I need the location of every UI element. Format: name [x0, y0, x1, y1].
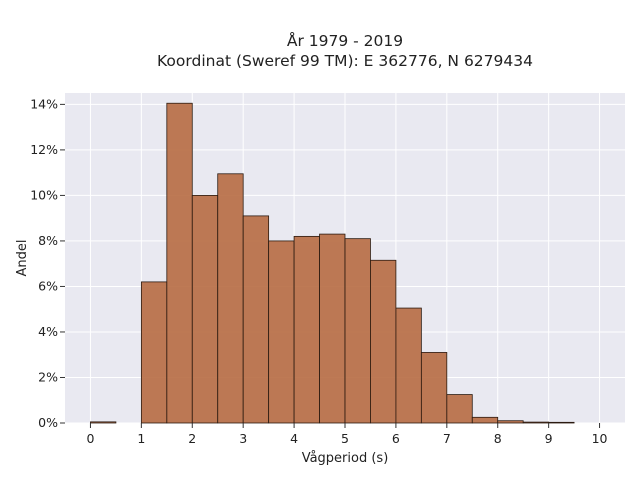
histogram-bar [420, 352, 448, 424]
y-tick-label: 12% [30, 142, 58, 157]
x-tick-label: 5 [341, 431, 349, 446]
x-tick-label: 2 [188, 431, 196, 446]
x-axis-label: Vågperiod (s) [302, 451, 389, 466]
y-axis-label: Andel [15, 240, 30, 277]
x-tick-label: 0 [86, 431, 94, 446]
histogram-bar [395, 307, 422, 424]
x-tick-label: 4 [290, 431, 298, 446]
x-tick-label: 6 [392, 431, 400, 446]
y-tick-label: 4% [38, 324, 58, 339]
y-tick-label: 14% [30, 96, 58, 111]
bars-layer [90, 102, 575, 424]
histogram-bar [191, 195, 219, 424]
histogram-bar [140, 281, 168, 424]
x-tick-label: 9 [545, 431, 553, 446]
histogram-bar [90, 421, 117, 424]
histogram-bar [166, 102, 193, 424]
histogram-bar [548, 421, 575, 424]
histogram-bar [268, 240, 295, 424]
y-tick-label: 8% [38, 233, 58, 248]
y-tick-label: 6% [38, 278, 58, 293]
chart-title-line-1: År 1979 - 2019 [287, 31, 403, 50]
y-tick-label: 10% [30, 187, 58, 202]
histogram-bar [471, 416, 499, 424]
histogram-bar [217, 173, 244, 424]
histogram-bar [497, 420, 524, 424]
y-tick-label: 0% [38, 415, 58, 430]
histogram-bar [446, 394, 473, 424]
histogram-bar [370, 259, 397, 424]
chart-title-line-2: Koordinat (Sweref 99 TM): E 362776, N 62… [157, 52, 533, 70]
histogram-bar [319, 233, 346, 424]
histogram-bar [344, 238, 371, 424]
x-tick-label: 3 [239, 431, 247, 446]
ticks-layer: 0 1 2 3 4 5 6 7 8 9 10 0% 2% 4% 6% 8% 10% 12% 14% [30, 96, 607, 446]
y-tick-label: 2% [38, 369, 58, 384]
x-tick-label: 10 [592, 431, 608, 446]
histogram-bar [522, 421, 550, 424]
x-tick-label: 8 [494, 431, 502, 446]
x-tick-label: 1 [137, 431, 145, 446]
histogram-bar [242, 215, 270, 424]
histogram-bar [293, 235, 320, 424]
x-tick-label: 7 [443, 431, 451, 446]
